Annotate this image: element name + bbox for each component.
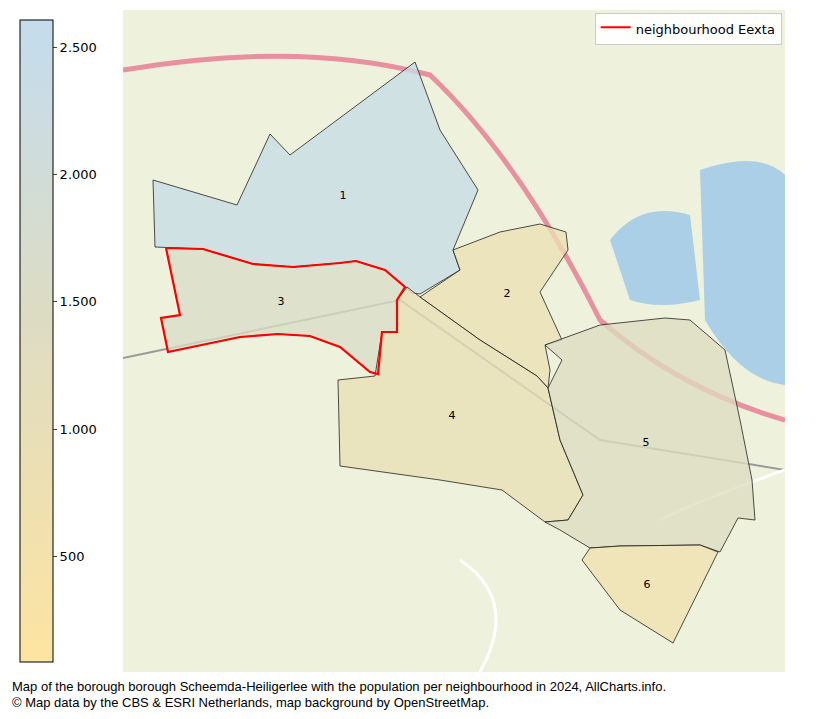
svg-text:1.500: 1.500: [60, 294, 97, 309]
svg-text:1.000: 1.000: [60, 422, 97, 437]
svg-text:2.000: 2.000: [60, 167, 97, 182]
svg-text:6: 6: [644, 578, 651, 591]
svg-text:500: 500: [60, 549, 85, 564]
svg-text:2.500: 2.500: [60, 40, 97, 55]
svg-text:2: 2: [504, 287, 511, 300]
svg-text:5: 5: [643, 436, 650, 449]
svg-text:1: 1: [340, 189, 347, 202]
svg-text:© Map data by the CBS & ESRI N: © Map data by the CBS & ESRI Netherlands…: [12, 695, 489, 710]
svg-text:Map of the borough borough Sch: Map of the borough borough Scheemda-Heil…: [12, 679, 666, 694]
svg-text:3: 3: [278, 295, 285, 308]
svg-text:4: 4: [449, 409, 456, 422]
svg-text:neighbourhood Eexta: neighbourhood Eexta: [636, 22, 775, 37]
